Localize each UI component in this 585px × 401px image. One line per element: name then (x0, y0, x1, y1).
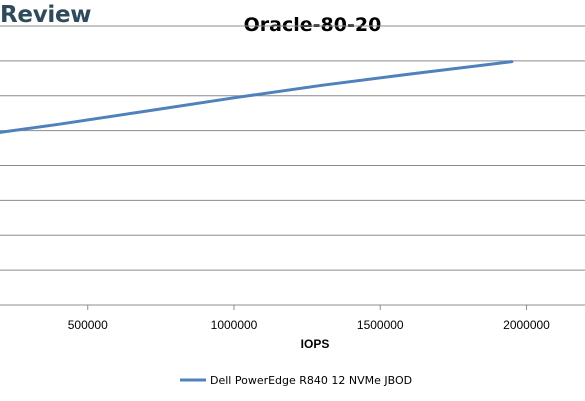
x-tick-label-2: 1500000 (357, 318, 404, 332)
series-line-0 (0, 60, 514, 134)
x-axis: 500000 1000000 1500000 2000000 (68, 305, 550, 332)
x-tick-label-0: 500000 (68, 318, 108, 332)
series-group (0, 60, 514, 134)
legend-label-0: Dell PowerEdge R840 12 NVMe JBOD (210, 374, 412, 387)
x-tick-label-3: 2000000 (503, 318, 550, 332)
gridlines (0, 25, 585, 306)
legend: Dell PowerEdge R840 12 NVMe JBOD (180, 374, 412, 387)
x-axis-label: IOPS (301, 337, 330, 351)
chart-title: Oracle-80-20 (243, 14, 382, 36)
brand-logo-text: Review (0, 2, 92, 28)
x-tick-label-1: 1000000 (211, 318, 258, 332)
